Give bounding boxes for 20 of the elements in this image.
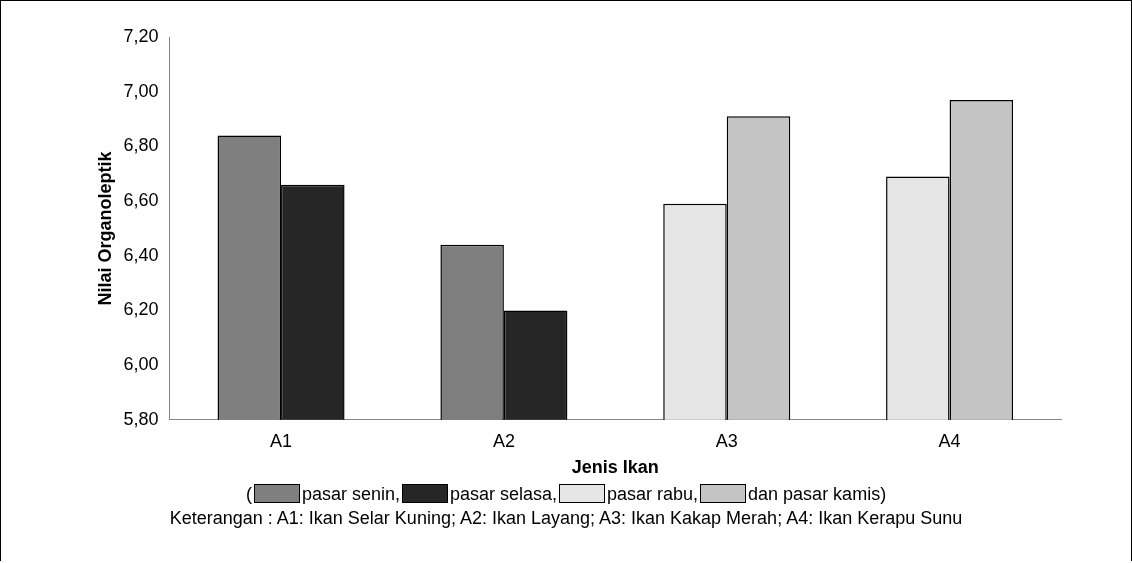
legend-label: pasar senin,: [301, 484, 400, 504]
y-tick-label: 5,80: [123, 408, 159, 429]
text: Keterangan : A1: Ikan Selar Kuning; A2: Ikan Layang; A3: Ikan Kakap Merah; A4: Ikan Kerapu Sunu: [168, 508, 964, 529]
legend-title: (: [245, 484, 252, 504]
y-tick-label: 6,60: [123, 190, 159, 211]
x-axis-title: Jenis Ikan: [571, 457, 659, 478]
x-tick-label: A3: [715, 430, 738, 451]
legend-label: pasar selasa,: [449, 484, 557, 504]
y-tick-label: 6,00: [123, 354, 159, 375]
y-axis-title: Nilai Organoleptik: [94, 150, 115, 306]
x-tick-label: A4: [938, 430, 961, 451]
x-tick-label: A1: [270, 430, 293, 451]
y-tick-label: 6,20: [123, 299, 159, 320]
y-tick-label: 7,20: [123, 25, 159, 46]
legend-label: dan pasar kamis): [748, 484, 887, 504]
legend-label: pasar rabu,: [607, 484, 699, 504]
x-tick-label: A2: [492, 430, 515, 451]
y-tick-label: 6,80: [123, 135, 159, 156]
y-tick-label: 6,40: [123, 244, 159, 265]
y-tick-label: 7,00: [123, 80, 159, 101]
